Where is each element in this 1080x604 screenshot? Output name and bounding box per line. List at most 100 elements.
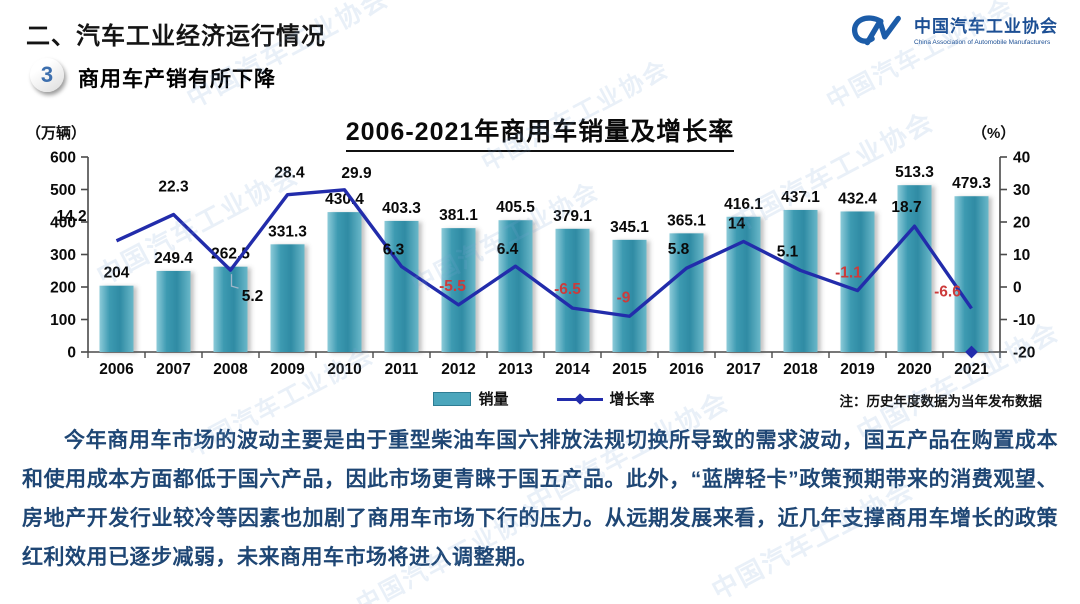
legend-item-growth: 增长率 [556, 388, 655, 409]
x-axis-label: 2014 [555, 361, 590, 378]
sales-swatch-icon [433, 391, 472, 406]
legend-sales-label: 销量 [478, 391, 509, 408]
left-tick-label: 200 [50, 280, 76, 297]
legend-item-sales: 销量 [433, 388, 509, 409]
x-axis-label: 2011 [385, 361, 419, 378]
x-axis-label: 2007 [156, 361, 190, 378]
growth-value-label: 6.3 [383, 242, 405, 259]
logo-cn-label: 中国汽车工业协会 [914, 17, 1058, 37]
bar-value-label: 331.3 [268, 223, 307, 240]
growth-value-label: 29.9 [341, 165, 372, 182]
bar-value-label: 403.3 [382, 200, 421, 217]
bar-2010 [327, 212, 362, 352]
bar-2006 [99, 285, 134, 352]
caam-logo: 中国汽车工业协会 China Association of Automobile… [848, 12, 1058, 52]
right-tick-label: 10 [1013, 247, 1030, 264]
x-axis-label: 2008 [213, 361, 248, 378]
slide-number-badge: 3 [30, 58, 64, 92]
chart-legend: 销量 增长率 [88, 388, 1000, 409]
x-axis-label: 2017 [726, 361, 760, 378]
bar-value-label: 249.4 [154, 250, 193, 267]
x-axis-label: 2010 [327, 361, 361, 378]
growth-value-label: 18.7 [891, 199, 921, 216]
bar-2017 [726, 216, 761, 352]
growth-value-label: 14.2 [56, 208, 86, 225]
chart-title: 2006-2021年商用车销量及增长率 [0, 112, 1080, 152]
right-tick-label: 30 [1013, 182, 1030, 199]
logo-en-label: China Association of Automobile Manufact… [914, 38, 1051, 46]
left-tick-label: 300 [50, 247, 76, 264]
right-axis-unit: （%） [972, 125, 1016, 142]
bar-value-label: 381.1 [439, 207, 478, 224]
growth-value-label: -5.5 [439, 278, 466, 295]
bar-2020 [897, 185, 932, 352]
bar-2015 [612, 239, 647, 352]
bar-value-label: 365.1 [667, 212, 706, 229]
left-tick-label: 400 [50, 215, 76, 232]
x-axis-label: 2019 [840, 361, 875, 378]
x-axis-label: 2021 [954, 361, 989, 378]
bar-value-label: 513.3 [895, 164, 934, 181]
bar-2018 [783, 209, 818, 352]
bar-value-label: 379.1 [553, 208, 592, 225]
growth-value-label: 6.4 [497, 241, 519, 258]
bar-2008 [213, 266, 248, 352]
caam-logo-icon [852, 15, 901, 46]
bar-2009 [270, 244, 305, 352]
bar-2019 [840, 211, 875, 352]
x-axis-label: 2012 [441, 361, 475, 378]
bar-value-label: 430.4 [325, 191, 364, 208]
growth-value-label: -9 [617, 289, 631, 306]
bar-value-label: 437.1 [781, 189, 820, 206]
left-tick-label: 100 [50, 312, 76, 329]
x-axis-label: 2018 [783, 361, 818, 378]
x-axis-label: 2020 [897, 361, 931, 378]
bar-value-label: 204 [104, 265, 130, 282]
growth-value-label: 5.8 [668, 241, 690, 258]
bar-2007 [156, 270, 191, 352]
bar-2014 [555, 228, 590, 352]
left-axis-unit: （万辆） [26, 125, 87, 142]
growth-value-label: 5.2 [242, 288, 264, 305]
x-axis-label: 2016 [669, 361, 704, 378]
left-tick-label: 500 [50, 182, 76, 199]
right-tick-label: -20 [1013, 345, 1035, 362]
slide-title: 商用车产销有所下降 [78, 68, 276, 91]
bar-value-label: 345.1 [610, 219, 649, 236]
right-tick-label: 0 [1013, 280, 1022, 297]
growth-value-label: 28.4 [274, 165, 305, 182]
chart-note: 注：历史年度数据为当年发布数据 [839, 394, 1043, 409]
right-tick-label: 40 [1013, 150, 1030, 167]
growth-value-label: 14 [728, 216, 746, 233]
growth-value-label: -1.1 [835, 265, 862, 282]
label-leader-line [230, 274, 239, 289]
x-axis-label: 2015 [612, 361, 647, 378]
bar-value-label: 432.4 [838, 190, 877, 207]
left-tick-label: 0 [67, 345, 76, 362]
right-tick-label: -10 [1013, 312, 1035, 329]
caam-logo-text: 中国汽车工业协会 China Association of Automobile… [914, 17, 1058, 46]
bar-2012 [441, 228, 476, 352]
bar-value-label: 416.1 [724, 196, 763, 213]
bar-value-label: 479.3 [952, 175, 991, 192]
bar-value-label: 405.5 [496, 199, 535, 216]
legend-growth-label: 增长率 [609, 391, 655, 408]
section-title: 二、汽车工业经济运行情况 [26, 23, 326, 50]
growth-line-icon [556, 392, 603, 405]
right-tick-label: 20 [1013, 215, 1030, 232]
bar-2016 [669, 233, 704, 352]
analysis-paragraph: 今年商用车市场的波动主要是由于重型柴油车国六排放法规切换所导致的需求波动，国五产… [22, 429, 1058, 569]
bar-2011 [384, 220, 419, 352]
x-axis-label: 2006 [99, 361, 134, 378]
x-axis-label: 2009 [270, 361, 305, 378]
sales-growth-chart: 0 100 200 300 400 500 600 -20 -10 0 10 20 30 40 2006 20… [50, 150, 1035, 379]
growth-value-label: -6.6 [934, 283, 961, 300]
bar-2013 [498, 220, 533, 352]
growth-value-label: 22.3 [158, 179, 189, 196]
growth-value-label: -6.5 [554, 281, 581, 298]
bar-2021 [954, 196, 989, 352]
growth-value-label: 5.1 [777, 243, 799, 260]
left-tick-label: 600 [50, 150, 76, 167]
x-axis-label: 2013 [498, 361, 533, 378]
